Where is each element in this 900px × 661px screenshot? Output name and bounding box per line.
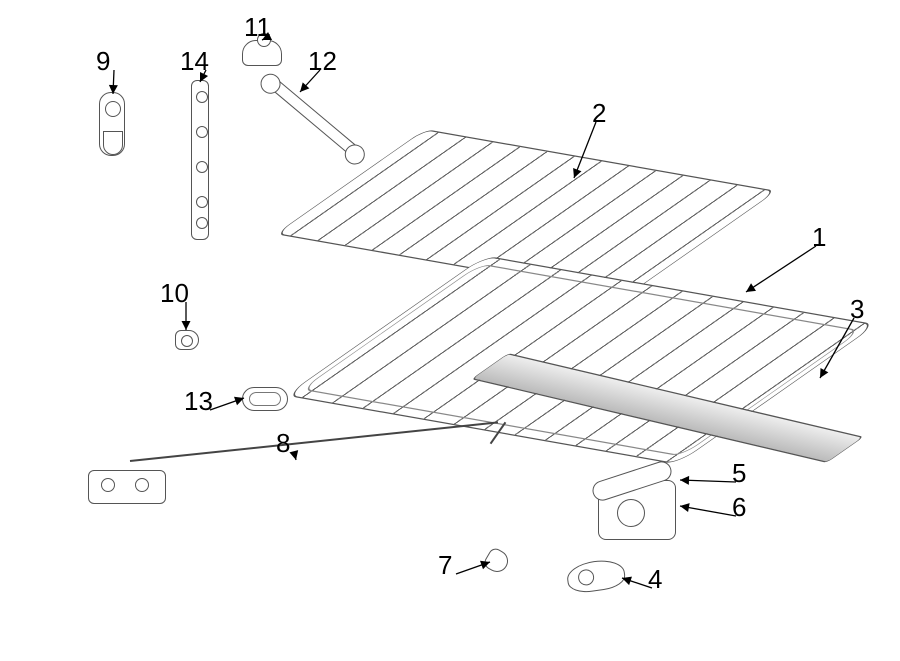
callout-14: 14 — [180, 48, 209, 74]
part-reinforcement — [191, 80, 209, 240]
diagram-stage: 1 2 3 4 5 6 7 8 9 10 11 12 13 14 — [0, 0, 900, 661]
part-rod-clip — [175, 330, 199, 350]
part-striker — [565, 557, 627, 595]
part-check-strap — [99, 92, 125, 156]
callout-10: 10 — [160, 280, 189, 306]
callout-1: 1 — [812, 224, 826, 250]
callout-2: 2 — [592, 100, 606, 126]
callout-11: 11 — [244, 14, 271, 40]
part-latch — [598, 480, 676, 540]
part-cap — [242, 40, 282, 66]
part-hinge — [88, 470, 166, 504]
callout-3: 3 — [850, 296, 864, 322]
callout-8: 8 — [276, 430, 290, 456]
part-support-link — [264, 74, 364, 160]
callout-6: 6 — [732, 494, 746, 520]
callout-5: 5 — [732, 460, 746, 486]
part-rod — [130, 421, 498, 462]
callout-7: 7 — [438, 552, 452, 578]
callout-4: 4 — [648, 566, 662, 592]
callout-12: 12 — [308, 48, 337, 74]
part-clip — [482, 546, 512, 576]
callout-13: 13 — [184, 388, 213, 414]
part-bumper — [242, 387, 288, 411]
callout-9: 9 — [96, 48, 110, 74]
